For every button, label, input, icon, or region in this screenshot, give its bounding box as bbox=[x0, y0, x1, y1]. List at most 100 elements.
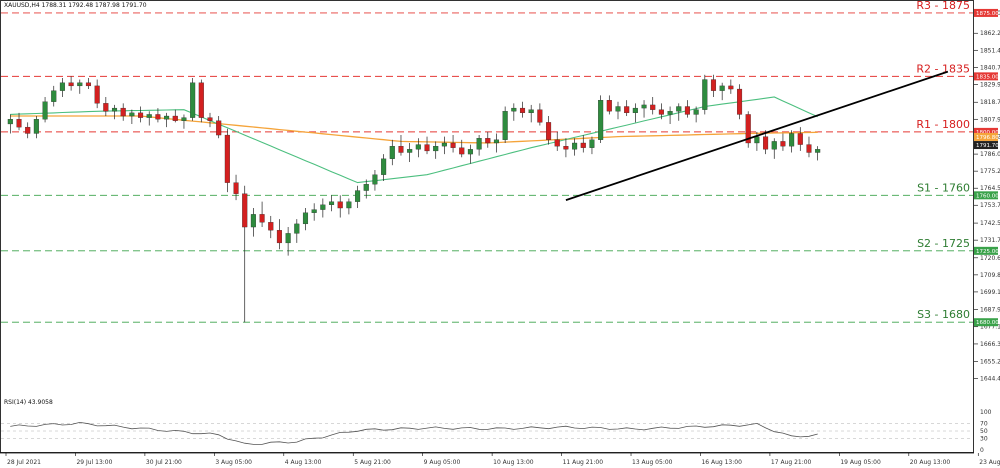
candle-body bbox=[415, 144, 421, 150]
candle-body bbox=[589, 139, 595, 148]
level-label: R2 - 1835 bbox=[916, 62, 970, 75]
r2-price-box-label: 1835.00 bbox=[976, 74, 999, 80]
candle-body bbox=[632, 107, 638, 114]
r1-price-box-label: 1800.00 bbox=[976, 130, 999, 136]
time-tick-label: 3 Aug 05:00 bbox=[215, 459, 252, 466]
candle-body bbox=[554, 139, 560, 147]
candle-body bbox=[328, 201, 335, 205]
candle-body bbox=[580, 142, 586, 148]
rsi-tick-label: 100 bbox=[980, 409, 992, 416]
level-label: S2 - 1725 bbox=[917, 237, 970, 250]
candle-body bbox=[467, 149, 473, 155]
candle-body bbox=[320, 204, 326, 210]
candle-body bbox=[190, 82, 196, 118]
candle-body bbox=[389, 146, 395, 159]
moving-averages bbox=[10, 96, 818, 184]
candle-body bbox=[42, 101, 48, 120]
time-tick-label: 20 Aug 13:00 bbox=[910, 459, 951, 466]
s3-price-box-label: 1680.00 bbox=[976, 320, 999, 326]
trendline bbox=[565, 70, 949, 201]
s3-price-box bbox=[974, 318, 998, 327]
price-tick-label: 1699.10 bbox=[980, 289, 1000, 296]
candle-body bbox=[181, 117, 187, 121]
candle-body bbox=[16, 119, 22, 128]
candle-body bbox=[346, 201, 352, 209]
candle-body bbox=[250, 214, 256, 228]
candle-body bbox=[68, 82, 74, 87]
candle-body bbox=[276, 230, 282, 244]
candle-body bbox=[728, 85, 734, 90]
candle-body bbox=[693, 109, 699, 115]
price-tick-label: 1666.30 bbox=[980, 341, 1000, 348]
candle-body bbox=[398, 146, 404, 153]
candle-body bbox=[7, 119, 13, 125]
price-tick-label: 1829.95 bbox=[980, 81, 1000, 88]
main-pane bbox=[0, 0, 974, 453]
candle-body bbox=[433, 146, 439, 152]
candle-body bbox=[216, 120, 222, 136]
price-tick-label: 1775.25 bbox=[980, 168, 1000, 175]
rsi-label: RSI(14) 43.9058 bbox=[4, 399, 53, 406]
candle-body bbox=[407, 149, 413, 153]
price-tick-label: 1840.70 bbox=[980, 64, 1000, 71]
candle-body bbox=[33, 119, 39, 134]
candle-body bbox=[381, 158, 387, 175]
candle-body bbox=[763, 136, 769, 150]
candle-body bbox=[519, 107, 526, 114]
ma-price-box bbox=[974, 132, 998, 141]
candle-body bbox=[710, 79, 717, 91]
candle-body bbox=[598, 100, 604, 140]
level-label: R3 - 1875 bbox=[916, 0, 970, 12]
s1-price-box-label: 1760.00 bbox=[976, 193, 999, 199]
price-tick-label: 1851.45 bbox=[980, 47, 1000, 54]
candle-body bbox=[450, 142, 456, 148]
candle-body bbox=[259, 214, 265, 223]
time-tick-label: 17 Aug 21:00 bbox=[771, 459, 812, 466]
candle-body bbox=[485, 138, 491, 144]
r3-price-box-label: 1875.00 bbox=[976, 11, 999, 17]
time-tick-label: 11 Aug 21:00 bbox=[563, 459, 604, 466]
candle-body bbox=[719, 85, 725, 91]
candle-body bbox=[25, 126, 31, 134]
candle-body bbox=[476, 138, 482, 150]
candle-body bbox=[242, 193, 248, 228]
r1-price-box bbox=[974, 127, 998, 136]
candle-body bbox=[537, 109, 543, 123]
candle-body bbox=[650, 104, 656, 110]
r2-price-box bbox=[974, 72, 998, 81]
candles bbox=[7, 74, 821, 323]
current-price-box bbox=[974, 141, 998, 150]
price-tick-label: 1720.60 bbox=[980, 255, 1000, 262]
trendline-segment bbox=[565, 70, 949, 201]
candle-body bbox=[493, 139, 500, 144]
time-tick-label: 13 Aug 05:00 bbox=[632, 459, 673, 466]
candle-body bbox=[138, 112, 144, 118]
candle-body bbox=[285, 233, 291, 244]
price-tick-label: 1655.25 bbox=[980, 358, 1000, 365]
candle-body bbox=[59, 82, 65, 91]
candle-body bbox=[546, 122, 552, 140]
candle-body bbox=[198, 82, 204, 118]
candle-body bbox=[797, 133, 803, 145]
candle-body bbox=[736, 88, 743, 115]
ma-slow-line bbox=[10, 115, 818, 144]
price-tick-label: 1687.90 bbox=[980, 307, 1000, 314]
ma-price-box-label: 1796.80 bbox=[976, 135, 999, 141]
candle-body bbox=[51, 90, 57, 102]
r3-price-box bbox=[974, 8, 998, 17]
price-tick-label: 1644.40 bbox=[980, 376, 1000, 383]
candle-body bbox=[233, 182, 239, 194]
price-tick-label: 1677.15 bbox=[980, 324, 1000, 331]
candle-body bbox=[789, 133, 795, 147]
candle-body bbox=[528, 109, 534, 114]
level-label: S3 - 1680 bbox=[917, 308, 970, 321]
time-tick-label: 19 Aug 05:00 bbox=[840, 459, 881, 466]
rsi-tick-label: 50 bbox=[980, 428, 988, 435]
ma-fast-line bbox=[10, 96, 818, 184]
time-tick-label: 10 Aug 13:00 bbox=[493, 459, 534, 466]
time-tick-label: 23 Aug 21:00 bbox=[979, 459, 1000, 466]
rsi-tick-label: 70 bbox=[980, 420, 988, 427]
candle-body bbox=[459, 147, 465, 155]
candle-body bbox=[615, 106, 621, 112]
